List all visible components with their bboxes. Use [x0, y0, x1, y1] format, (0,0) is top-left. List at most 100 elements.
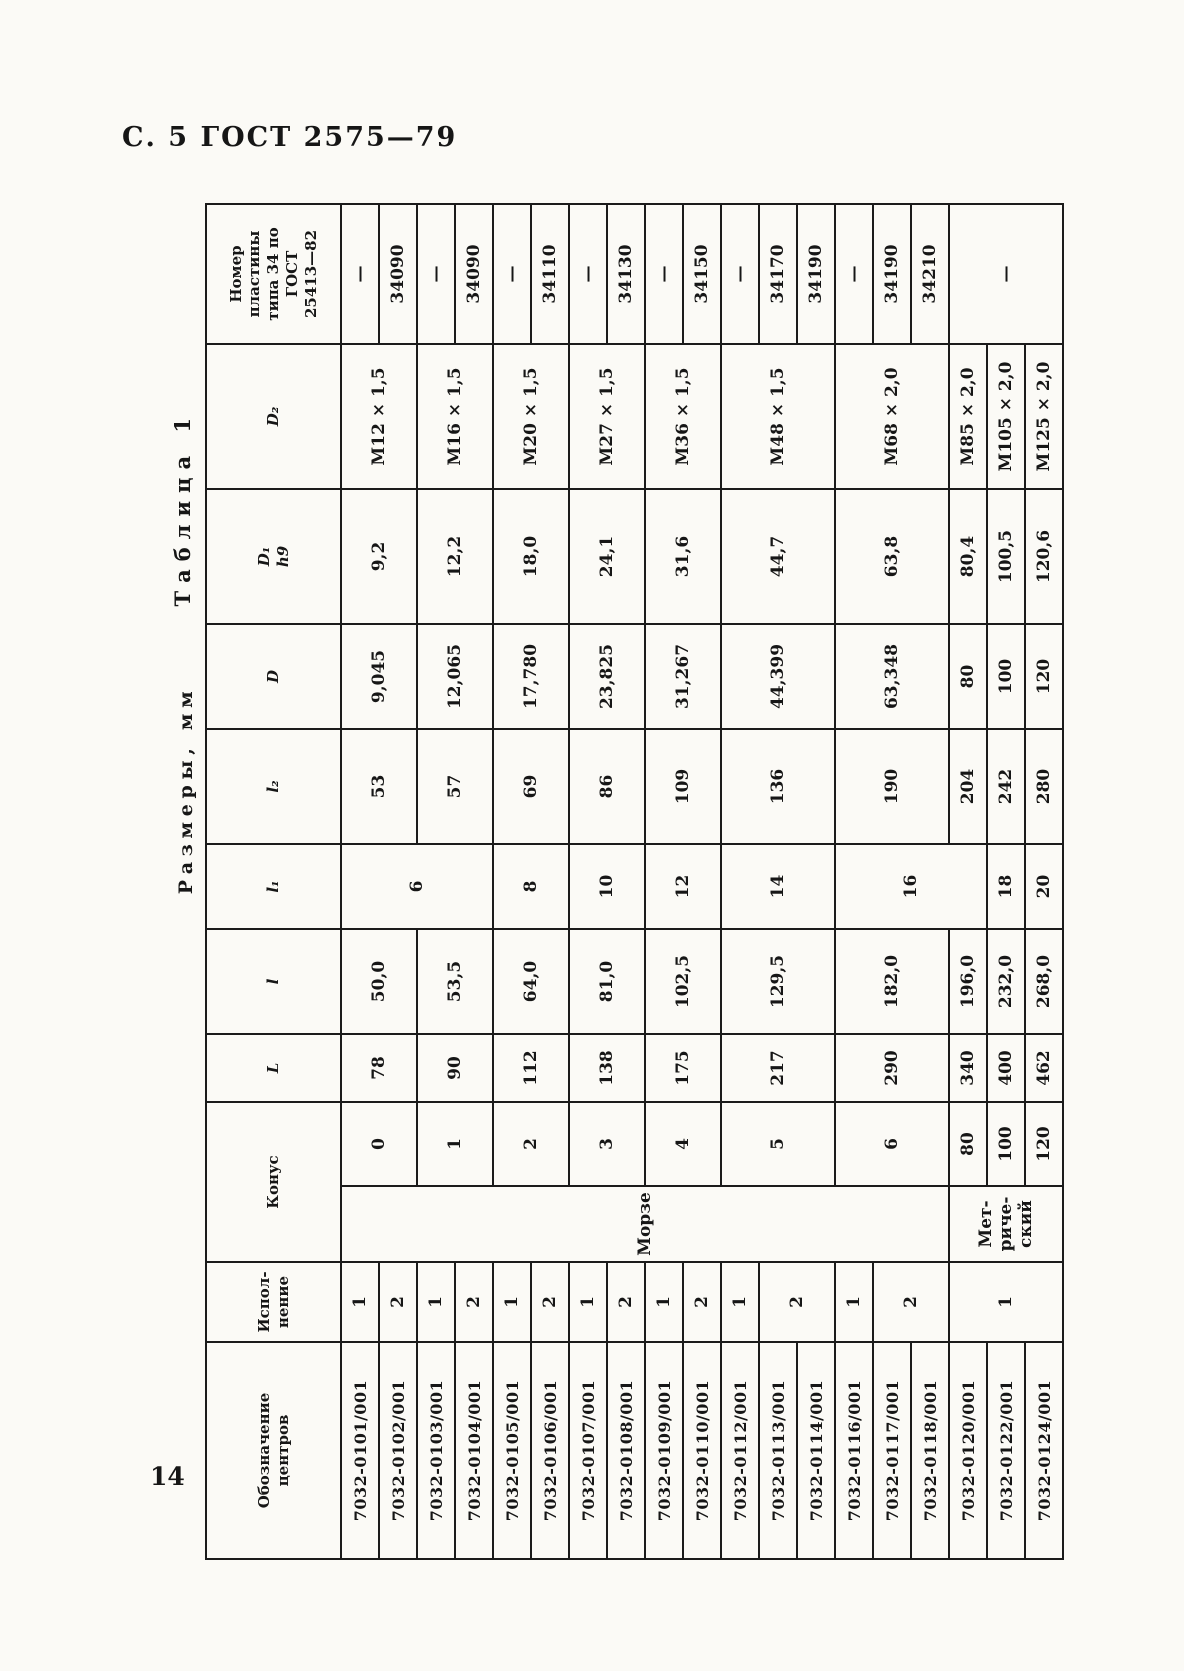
- table-row: 7032-0105/001 1 2 112 64,0 8 69 17,780 18,0 М20 ×…: [493, 204, 569, 1559]
- column-header: Номер пластины типа 34 по ГОСТ 25413—82: [206, 204, 341, 344]
- table-cell: 34110: [531, 204, 569, 344]
- column-header: D₁ h9: [206, 489, 341, 624]
- table-cell: 280: [1025, 729, 1063, 844]
- table-cell: Мет- риче- ский: [949, 1186, 1063, 1262]
- table-cell: 2: [531, 1262, 569, 1342]
- table-row: 7032-0116/001 1 6 290 182,0 16 190 63,348 63,8 М6…: [835, 204, 987, 1559]
- table-cell: 100: [987, 624, 1025, 729]
- table-cell: 100: [987, 1102, 1025, 1186]
- table-cell: 34170: [759, 204, 797, 344]
- column-header: l₁: [206, 844, 341, 929]
- table-cell: 196,0: [949, 929, 987, 1034]
- table-cell: 102,5: [645, 929, 721, 1034]
- table-row: 7032-0101/001 1 Морзе 0 78 50,0 6 53 9,045 9,2 М12…: [341, 204, 949, 1559]
- table-cell: 24,1: [569, 489, 645, 624]
- table-cell: 6: [341, 844, 493, 929]
- table-cell: М27 × 1,5: [569, 344, 645, 489]
- page-number: 14: [150, 1462, 185, 1491]
- table-cell: 1: [341, 1262, 379, 1342]
- column-header: l₂: [206, 729, 341, 844]
- table-cell: 109: [645, 729, 721, 844]
- table-cell: М20 × 1,5: [493, 344, 569, 489]
- table-cell: М16 × 1,5: [417, 344, 493, 489]
- table-cell: 232,0: [987, 929, 1025, 1034]
- table-cell: 34190: [797, 204, 835, 344]
- table-cell: 34190: [873, 204, 911, 344]
- table-cell: 129,5: [721, 929, 835, 1034]
- designation-cell: 7032-0120/001: [949, 1342, 987, 1559]
- table-cell: М85 × 2,0: [949, 344, 987, 489]
- table-cell: 69: [493, 729, 569, 844]
- column-header: Испол- нение: [206, 1262, 341, 1342]
- table-cell: 16: [835, 844, 987, 929]
- table-cell: 1: [417, 1102, 493, 1186]
- table-cell: 290: [835, 1034, 949, 1102]
- document-header: С. 5 ГОСТ 2575—79: [122, 122, 458, 153]
- designation-cell: 7032-0105/001: [493, 1342, 531, 1559]
- table-cell: 18,0: [493, 489, 569, 624]
- table-cell: 12,2: [417, 489, 493, 624]
- table-cell: 12: [645, 844, 721, 929]
- designation-cell: 7032-0110/001: [683, 1342, 721, 1559]
- table-cell: 44,399: [721, 624, 835, 729]
- table-cell: 204: [949, 729, 987, 844]
- table-cell: 120: [1025, 624, 1063, 729]
- table-cell: 53,5: [417, 929, 493, 1034]
- table-cell: 34150: [683, 204, 721, 344]
- table-cell: 120,6: [1025, 489, 1063, 624]
- table-cell: 2: [873, 1262, 949, 1342]
- table-cell: 80: [949, 624, 987, 729]
- table-cell: 1: [417, 1262, 455, 1342]
- table-cell: 57: [417, 729, 493, 844]
- table-cell: —: [835, 204, 873, 344]
- table-row: 7032-0107/001 1 3 138 81,0 10 86 23,825 24,1 М27 …: [569, 204, 645, 1559]
- table-cell: 1: [835, 1262, 873, 1342]
- table-cell: 1: [949, 1262, 1063, 1342]
- table-cell: М125 × 2,0: [1025, 344, 1063, 489]
- table-cell: 2: [759, 1262, 835, 1342]
- table-caption-strip: Размеры, мм Таблица 1: [150, 205, 205, 1560]
- table-cell: 86: [569, 729, 645, 844]
- table-cell: 80: [949, 1102, 987, 1186]
- designation-cell: 7032-0112/001: [721, 1342, 759, 1559]
- table-row: 7032-0124/001 120 462 268,0 20 280 120 120,6 М12…: [1025, 204, 1063, 1559]
- table-cell: 1: [721, 1262, 759, 1342]
- table-cell: М48 × 1,5: [721, 344, 835, 489]
- table-body: 7032-0101/001 1 Морзе 0 78 50,0 6 53 9,045 9,2 М12…: [341, 204, 1063, 1559]
- table-cell: —: [569, 204, 607, 344]
- table-cell: —: [417, 204, 455, 344]
- column-header: D: [206, 624, 341, 729]
- table-cell: 1: [569, 1262, 607, 1342]
- table-cell: 80,4: [949, 489, 987, 624]
- table-cell: 64,0: [493, 929, 569, 1034]
- designation-cell: 7032-0108/001: [607, 1342, 645, 1559]
- table-cell: 138: [569, 1034, 645, 1102]
- table-cell: 3: [569, 1102, 645, 1186]
- designation-cell: 7032-0107/001: [569, 1342, 607, 1559]
- table-cell: 462: [1025, 1034, 1063, 1102]
- table-cell: 34130: [607, 204, 645, 344]
- table-cell: 6: [835, 1102, 949, 1186]
- designation-cell: 7032-0117/001: [873, 1342, 911, 1559]
- table-cell: М12 × 1,5: [341, 344, 417, 489]
- table-cell: 23,825: [569, 624, 645, 729]
- table-cell: 12,065: [417, 624, 493, 729]
- table-cell: 2: [607, 1262, 645, 1342]
- table-cell: 14: [721, 844, 835, 929]
- designation-cell: 7032-0106/001: [531, 1342, 569, 1559]
- table-cell: 2: [379, 1262, 417, 1342]
- designation-cell: 7032-0109/001: [645, 1342, 683, 1559]
- table-cell: 242: [987, 729, 1025, 844]
- table-cell: М68 × 2,0: [835, 344, 949, 489]
- table-cell: М36 × 1,5: [645, 344, 721, 489]
- table-row: 7032-0112/001 1 5 217 129,5 14 136 44,399 44,7 М4…: [721, 204, 835, 1559]
- table-cell: 9,045: [341, 624, 417, 729]
- table-cell: 112: [493, 1034, 569, 1102]
- table-cell: —: [949, 204, 1063, 344]
- table-cell: —: [341, 204, 379, 344]
- table-row: 7032-0109/001 1 4 175 102,5 12 109 31,267 31,6 М3…: [645, 204, 721, 1559]
- table-cell: 53: [341, 729, 417, 844]
- table-cell: 400: [987, 1034, 1025, 1102]
- table-cell: 81,0: [569, 929, 645, 1034]
